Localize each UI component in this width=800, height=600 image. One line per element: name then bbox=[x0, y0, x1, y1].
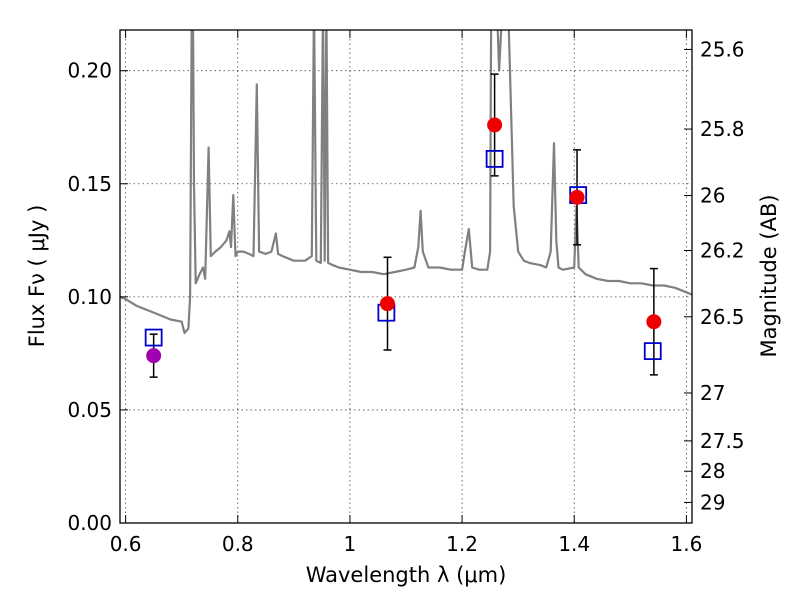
model-square-marker bbox=[144, 328, 163, 347]
right-tick-label: 26.2 bbox=[700, 238, 745, 262]
spectrum-line bbox=[120, 30, 692, 335]
x-tick-label: 1.6 bbox=[670, 532, 702, 556]
observed-circle-marker bbox=[146, 348, 162, 364]
right-tick-label: 29 bbox=[700, 490, 725, 514]
model-square-marker bbox=[643, 342, 662, 361]
observed-circle-marker bbox=[379, 296, 395, 312]
plot-frame bbox=[119, 29, 693, 524]
right-tick-label: 25.8 bbox=[700, 117, 745, 141]
x-tick-label: 1.2 bbox=[446, 532, 478, 556]
x-tick-label: 1 bbox=[344, 532, 357, 556]
right-tick-label: 27.5 bbox=[700, 429, 745, 453]
observed-circle-marker bbox=[646, 314, 662, 330]
y-tick-label: 0.15 bbox=[67, 172, 112, 196]
observed-circle-marker bbox=[569, 189, 585, 205]
y-tick-label: 0.05 bbox=[67, 398, 112, 422]
y-tick-label: 0.00 bbox=[67, 511, 112, 535]
right-tick-label: 28 bbox=[700, 459, 725, 483]
right-tick-label: 26.5 bbox=[700, 305, 745, 329]
x-tick-label: 1.4 bbox=[558, 532, 590, 556]
y-tick-label: 0.10 bbox=[67, 285, 112, 309]
y-axis-label: Flux Fν ( μJy ) bbox=[25, 205, 49, 348]
right-tick-label: 25.6 bbox=[700, 37, 745, 61]
right-tick-label: 27 bbox=[700, 381, 725, 405]
x-tick-label: 0.8 bbox=[222, 532, 254, 556]
right-tick-label: 26 bbox=[700, 184, 725, 208]
spectrum-series bbox=[120, 30, 692, 335]
marker-layer bbox=[144, 73, 662, 378]
x-tick-label: 0.6 bbox=[110, 532, 142, 556]
axis-ticks: 0.6 0.8 1 1.2 1.4 1.6 0.00 0.05 0.10 0.15 0.20 25.6… bbox=[67, 30, 745, 556]
model-square-marker bbox=[485, 150, 504, 168]
x-axis-label: Wavelength λ (μm) bbox=[306, 563, 507, 587]
right-axis-label: Magnitude (AB) bbox=[757, 194, 781, 357]
y-tick-label: 0.20 bbox=[67, 59, 112, 83]
observed-circle-marker bbox=[487, 117, 503, 133]
